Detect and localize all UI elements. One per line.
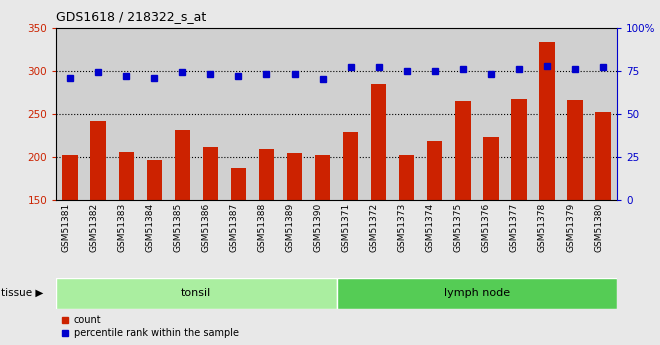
Text: GSM51382: GSM51382 bbox=[89, 203, 98, 252]
Bar bbox=[315, 155, 330, 200]
Text: GSM51383: GSM51383 bbox=[117, 203, 126, 252]
Text: GSM51387: GSM51387 bbox=[230, 203, 238, 252]
Bar bbox=[371, 84, 386, 200]
Text: GSM51380: GSM51380 bbox=[594, 203, 603, 252]
Text: tonsil: tonsil bbox=[182, 288, 211, 298]
Bar bbox=[539, 42, 554, 200]
Text: GSM51373: GSM51373 bbox=[398, 203, 407, 252]
Text: GSM51377: GSM51377 bbox=[510, 203, 519, 252]
Text: lymph node: lymph node bbox=[444, 288, 510, 298]
Text: GSM51378: GSM51378 bbox=[538, 203, 547, 252]
Text: GSM51371: GSM51371 bbox=[342, 203, 350, 252]
Bar bbox=[147, 160, 162, 200]
Text: GSM51389: GSM51389 bbox=[286, 203, 294, 252]
Bar bbox=[427, 141, 442, 200]
Bar bbox=[455, 101, 471, 200]
Text: GSM51374: GSM51374 bbox=[426, 203, 435, 252]
Text: GDS1618 / 218322_s_at: GDS1618 / 218322_s_at bbox=[56, 10, 207, 23]
Bar bbox=[175, 130, 190, 200]
Text: GSM51375: GSM51375 bbox=[454, 203, 463, 252]
Text: GSM51390: GSM51390 bbox=[314, 203, 323, 252]
Text: GSM51388: GSM51388 bbox=[257, 203, 267, 252]
Bar bbox=[399, 155, 414, 200]
Bar bbox=[259, 149, 274, 200]
Text: GSM51385: GSM51385 bbox=[174, 203, 182, 252]
Text: GSM51381: GSM51381 bbox=[61, 203, 70, 252]
Text: GSM51379: GSM51379 bbox=[566, 203, 575, 252]
Bar bbox=[63, 155, 78, 200]
Bar bbox=[56, 278, 337, 309]
Bar bbox=[483, 137, 498, 200]
Bar bbox=[203, 148, 218, 200]
Bar bbox=[231, 168, 246, 200]
Bar bbox=[287, 152, 302, 200]
Legend: count, percentile rank within the sample: count, percentile rank within the sample bbox=[61, 315, 239, 338]
Bar bbox=[90, 121, 106, 200]
Text: GSM51372: GSM51372 bbox=[370, 203, 379, 252]
Bar bbox=[595, 112, 611, 200]
Text: GSM51386: GSM51386 bbox=[201, 203, 211, 252]
Bar bbox=[337, 278, 617, 309]
Bar bbox=[343, 132, 358, 200]
Bar bbox=[119, 152, 134, 200]
Text: GSM51384: GSM51384 bbox=[145, 203, 154, 252]
Bar bbox=[568, 100, 583, 200]
Bar bbox=[512, 99, 527, 200]
Text: GSM51376: GSM51376 bbox=[482, 203, 491, 252]
Text: tissue ▶: tissue ▶ bbox=[1, 288, 44, 298]
